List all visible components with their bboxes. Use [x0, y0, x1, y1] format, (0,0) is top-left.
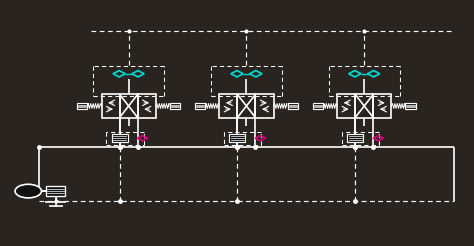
Bar: [355, 94, 373, 118]
Bar: [101, 94, 119, 118]
Bar: [170, 103, 180, 109]
Bar: [347, 134, 363, 142]
Bar: [111, 134, 128, 142]
Bar: [119, 94, 137, 118]
Bar: [313, 103, 323, 109]
Bar: [195, 103, 205, 109]
Bar: [229, 134, 246, 142]
Bar: [46, 186, 65, 196]
Bar: [337, 94, 355, 118]
Bar: [288, 103, 298, 109]
Bar: [237, 94, 255, 118]
Bar: [137, 94, 156, 118]
Bar: [373, 94, 392, 118]
Bar: [77, 103, 87, 109]
Bar: [255, 94, 273, 118]
Bar: [405, 103, 416, 109]
Bar: [219, 94, 237, 118]
Circle shape: [15, 184, 41, 198]
